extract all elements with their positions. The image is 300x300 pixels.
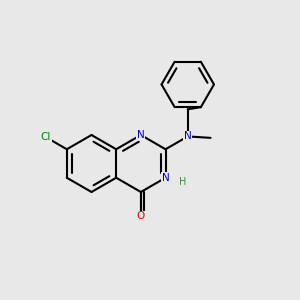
Text: O: O — [137, 211, 145, 221]
Text: H: H — [179, 177, 186, 187]
Text: Cl: Cl — [41, 132, 51, 142]
Text: N: N — [137, 130, 145, 140]
Text: N: N — [184, 131, 192, 141]
Text: N: N — [162, 173, 170, 183]
